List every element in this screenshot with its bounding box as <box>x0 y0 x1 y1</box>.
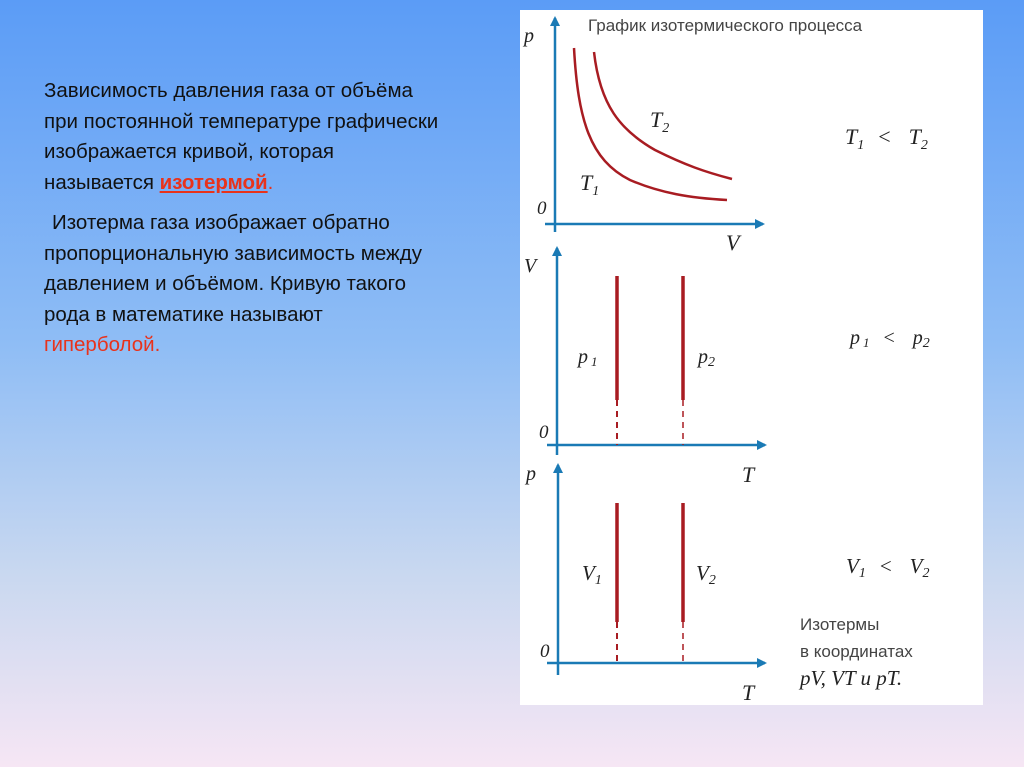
term-isotherm: изотермой <box>159 170 268 194</box>
relation-p1-p2: p 1 < p2 <box>848 327 930 351</box>
isotherm-curve-t2 <box>592 51 733 181</box>
curve-label-t2: T2 <box>650 107 669 136</box>
pv-y-label: p <box>522 25 534 47</box>
pt-origin: 0 <box>540 641 550 662</box>
pt-y-label: p <box>524 463 536 485</box>
paragraph-text: Зависимость давления газа от объёма при … <box>44 79 439 194</box>
period: . <box>267 170 274 194</box>
curve-label-t1: T1 <box>580 170 599 199</box>
pv-origin: 0 <box>537 198 547 219</box>
pv-x-label: V <box>726 230 742 255</box>
caption-line-3: pV, VT и pT. <box>798 666 902 690</box>
pv-graph: p 0 V T1 T2 T1 < T2 <box>522 16 928 255</box>
vt-x-label: T <box>742 462 756 487</box>
caption-line-2: в координатах <box>800 642 913 661</box>
pt-graph: p 0 T V1 V2 V1 < V2 Изотермы в координатах… <box>524 463 930 705</box>
isotherm-curve-t1 <box>572 47 728 202</box>
paragraph-text: Изотерма газа изображает обратно пропорц… <box>44 211 422 326</box>
relation-v1-v2: V1 < V2 <box>846 554 930 581</box>
pt-x-label: T <box>742 680 756 705</box>
vt-y-label: V <box>524 255 539 277</box>
relation-t1-t2: T1 < T2 <box>845 124 928 153</box>
paragraph-isotherm-definition: Зависимость давления газа от объёма при … <box>44 76 444 198</box>
description-text: Зависимость давления газа от объёма при … <box>44 76 444 361</box>
vt-origin: 0 <box>539 422 549 443</box>
isotherm-diagram-panel: График изотермического процесса p 0 V T1… <box>520 10 983 705</box>
caption-line-1: Изотермы <box>800 615 879 634</box>
line-label-v1: V1 <box>582 561 602 588</box>
paragraph-hyperbola: Изотерма газа изображает обратно пропорц… <box>44 208 444 361</box>
isotherm-diagrams: График изотермического процесса p 0 V T1… <box>522 16 930 705</box>
term-hyperbola: гиперболой. <box>44 333 161 356</box>
line-label-v2: V2 <box>696 561 716 588</box>
line-label-p2: p2 <box>696 346 715 370</box>
diagram-title: График изотермического процесса <box>588 16 863 35</box>
